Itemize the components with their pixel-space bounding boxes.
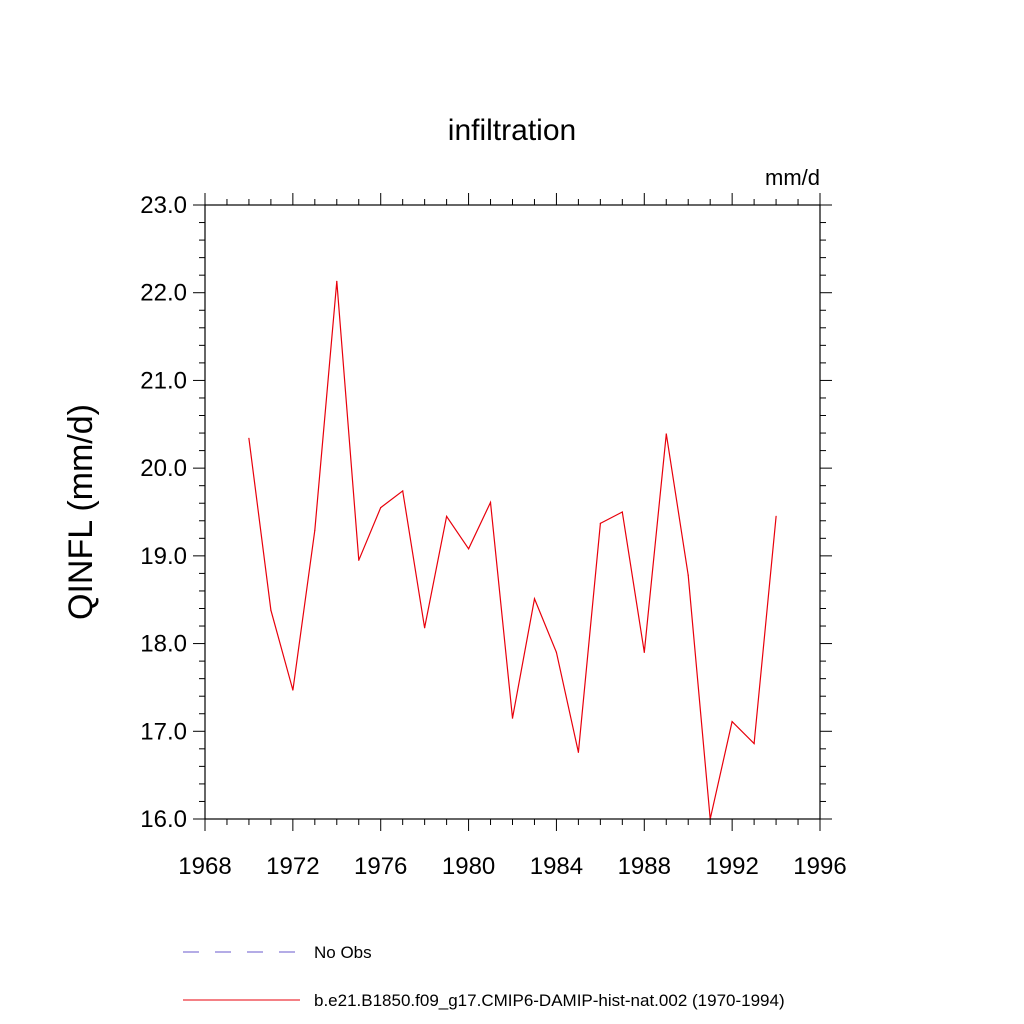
- data-point: [467, 548, 470, 550]
- axis-ticks: [193, 193, 832, 831]
- data-point: [775, 515, 777, 517]
- data-point: [336, 280, 338, 282]
- data-point: [248, 437, 250, 439]
- data-point: [599, 522, 601, 525]
- plot-frame: [204, 204, 821, 820]
- data-point: [731, 721, 733, 723]
- data-point: [665, 433, 667, 435]
- y-tick-label: 20.0: [140, 455, 187, 482]
- x-tick-label: 1976: [354, 853, 407, 880]
- y-tick-label: 18.0: [140, 631, 187, 658]
- x-tick-label: 1988: [618, 853, 671, 880]
- data-point: [555, 651, 558, 653]
- data-point: [424, 627, 426, 629]
- chart-title: infiltration: [448, 114, 576, 147]
- y-tick-label: 16.0: [140, 806, 187, 833]
- data-point: [402, 490, 404, 492]
- data-point: [687, 574, 689, 576]
- legend-label: b.e21.B1850.f09_g17.CMIP6-DAMIP-hist-nat…: [314, 991, 785, 1010]
- y-axis-label: QINFL (mm/d): [62, 404, 100, 620]
- data-point: [380, 507, 382, 509]
- data-point: [753, 742, 755, 745]
- data-point: [489, 501, 492, 503]
- data-point: [358, 559, 360, 561]
- y-tick-label: 22.0: [140, 280, 187, 307]
- data-point: [577, 751, 579, 753]
- y-tick-label: 23.0: [140, 192, 187, 219]
- x-tick-label: 1996: [793, 853, 846, 880]
- data-point: [621, 511, 623, 513]
- data-point: [643, 651, 645, 653]
- legend-label: No Obs: [314, 943, 372, 962]
- data-point: [511, 717, 514, 719]
- data-point: [446, 515, 448, 517]
- x-tick-label: 1980: [442, 853, 495, 880]
- data-point: [270, 609, 272, 611]
- y-tick-label: 17.0: [140, 718, 187, 745]
- series-line: [248, 281, 777, 820]
- data-point: [533, 598, 536, 600]
- y-tick-label: 21.0: [140, 367, 187, 394]
- x-tick-label: 1972: [266, 853, 319, 880]
- data-point: [314, 529, 316, 532]
- data-point: [292, 689, 294, 691]
- series-layer: [248, 280, 777, 820]
- y-tick-label: 19.0: [140, 543, 187, 570]
- units-label: mm/d: [765, 165, 820, 190]
- legend: No Obs b.e21.B1850.f09_g17.CMIP6-DAMIP-hi…: [183, 943, 785, 1010]
- x-tick-label: 1968: [178, 853, 231, 880]
- tick-labels: 16.0 17.0 18.0 19.0 20.0 21.0 22.0 23.0 1968 1972…: [140, 192, 846, 880]
- x-tick-label: 1992: [705, 853, 758, 880]
- x-tick-label: 1984: [530, 853, 583, 880]
